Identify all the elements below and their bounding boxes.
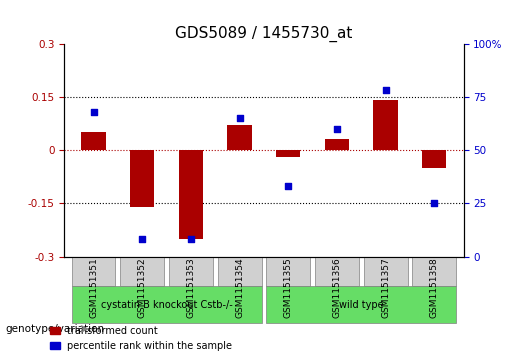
FancyBboxPatch shape bbox=[121, 257, 164, 286]
Point bbox=[333, 126, 341, 132]
Text: GSM1151355: GSM1151355 bbox=[284, 257, 293, 318]
FancyBboxPatch shape bbox=[169, 257, 213, 286]
FancyBboxPatch shape bbox=[364, 257, 407, 286]
FancyBboxPatch shape bbox=[266, 257, 310, 286]
Point bbox=[187, 237, 195, 242]
Text: GSM1151354: GSM1151354 bbox=[235, 257, 244, 318]
FancyBboxPatch shape bbox=[266, 286, 456, 323]
Point bbox=[430, 200, 438, 206]
Bar bbox=[276, 150, 300, 157]
Text: GSM1151356: GSM1151356 bbox=[333, 257, 341, 318]
Text: GSM1151358: GSM1151358 bbox=[430, 257, 439, 318]
Text: GSM1151353: GSM1151353 bbox=[186, 257, 195, 318]
FancyBboxPatch shape bbox=[72, 257, 115, 286]
Text: GSM1151357: GSM1151357 bbox=[381, 257, 390, 318]
Point bbox=[284, 183, 293, 189]
Point bbox=[90, 109, 98, 115]
Text: GSM1151351: GSM1151351 bbox=[89, 257, 98, 318]
Point bbox=[235, 115, 244, 121]
Bar bbox=[422, 150, 447, 168]
Text: GSM1151352: GSM1151352 bbox=[138, 257, 147, 318]
Bar bbox=[373, 100, 398, 150]
Point bbox=[138, 237, 146, 242]
Bar bbox=[179, 150, 203, 239]
Point bbox=[382, 87, 390, 93]
FancyBboxPatch shape bbox=[413, 257, 456, 286]
Bar bbox=[228, 125, 252, 150]
FancyBboxPatch shape bbox=[72, 286, 262, 323]
Title: GDS5089 / 1455730_at: GDS5089 / 1455730_at bbox=[175, 26, 353, 42]
Bar bbox=[81, 132, 106, 150]
Text: cystatin B knockout Cstb-/-: cystatin B knockout Cstb-/- bbox=[101, 300, 232, 310]
Text: genotype/variation: genotype/variation bbox=[5, 323, 104, 334]
Bar bbox=[130, 150, 154, 207]
Bar bbox=[325, 139, 349, 150]
FancyBboxPatch shape bbox=[315, 257, 359, 286]
Text: wild type: wild type bbox=[339, 300, 384, 310]
Legend: transformed count, percentile rank within the sample: transformed count, percentile rank withi… bbox=[46, 322, 236, 355]
FancyBboxPatch shape bbox=[218, 257, 262, 286]
